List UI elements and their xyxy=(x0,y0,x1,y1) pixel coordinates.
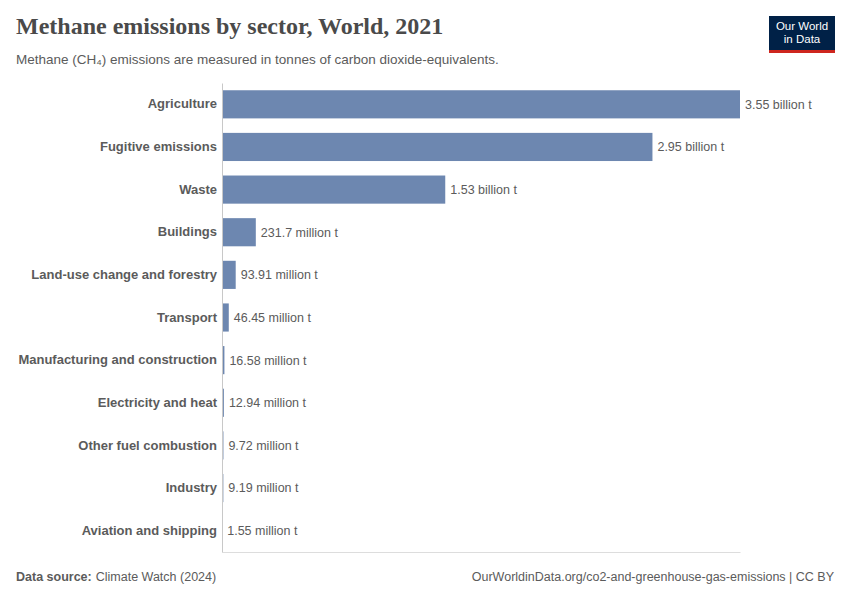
y-tick: Manufacturing and construction xyxy=(18,352,222,367)
y-tick: Other fuel combustion xyxy=(78,438,222,453)
category-label: Industry xyxy=(166,480,218,495)
data-labels: 3.55 billion t 2.95 billion t 1.53 billion… xyxy=(227,98,812,538)
bar xyxy=(222,218,256,246)
x-axis-line xyxy=(223,552,741,553)
y-tick: Land-use change and forestry xyxy=(31,267,222,282)
category-label: Aviation and shipping xyxy=(82,523,217,538)
logo: Our Worldin Data xyxy=(769,16,835,53)
y-tick: Fugitive emissions xyxy=(100,139,222,154)
y-tick: Industry xyxy=(166,480,222,495)
data-label: 3.55 billion t xyxy=(745,98,812,112)
y-tick: Transport xyxy=(157,310,222,325)
logo-underline xyxy=(769,50,835,53)
y-tick: Agriculture xyxy=(148,96,222,111)
logo-text: in Data xyxy=(784,33,821,45)
x-axis xyxy=(223,552,741,554)
data-label: 16.58 million t xyxy=(229,354,307,368)
category-label: Agriculture xyxy=(148,96,217,111)
bar xyxy=(222,90,740,118)
y-tick: Waste xyxy=(179,182,222,197)
data-label: 46.45 million t xyxy=(234,311,312,325)
y-tick: Electricity and heat xyxy=(98,395,222,410)
y-tick: Aviation and shipping xyxy=(82,523,222,538)
data-label: 9.72 million t xyxy=(228,439,299,453)
data-label: 1.55 million t xyxy=(227,524,298,538)
data-label: 9.19 million t xyxy=(228,481,299,495)
y-tick: Buildings xyxy=(158,224,222,239)
logo-box xyxy=(769,16,835,50)
source-note: Data source: Climate Watch (2024) xyxy=(16,570,216,584)
bar xyxy=(222,261,236,289)
chart-svg: Methane emissions by sector, World, 2021… xyxy=(0,0,850,600)
source-label: Data source: xyxy=(16,570,92,584)
data-label: 2.95 billion t xyxy=(657,140,724,154)
y-axis: Agriculture Fugitive emissions Waste Buildi… xyxy=(18,84,222,553)
data-label: 93.91 million t xyxy=(241,268,319,282)
url: OurWorldinData.org/co2-and-greenhouse-ga… xyxy=(472,570,835,584)
bars xyxy=(222,90,740,545)
category-label: Waste xyxy=(179,182,217,197)
logo-text: Our World xyxy=(776,20,828,32)
category-label: Buildings xyxy=(158,224,217,239)
source: Climate Watch (2024) xyxy=(96,570,216,584)
subtitle: Methane (CH₄) emissions are measured in … xyxy=(16,52,499,67)
title: Methane emissions by sector, World, 2021 xyxy=(16,13,443,39)
bar xyxy=(222,303,229,331)
bar xyxy=(222,133,652,161)
category-label: Fugitive emissions xyxy=(100,139,217,154)
category-label: Electricity and heat xyxy=(98,395,218,410)
category-label: Land-use change and forestry xyxy=(31,267,217,282)
data-label: 12.94 million t xyxy=(229,396,307,410)
category-label: Other fuel combustion xyxy=(78,438,217,453)
y-axis-line xyxy=(222,84,223,553)
category-label: Transport xyxy=(157,310,218,325)
category-label: Manufacturing and construction xyxy=(18,352,217,367)
bar xyxy=(222,176,445,204)
data-label: 1.53 billion t xyxy=(450,183,517,197)
data-label: 231.7 million t xyxy=(261,226,339,240)
